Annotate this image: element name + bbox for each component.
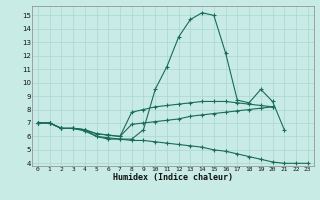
X-axis label: Humidex (Indice chaleur): Humidex (Indice chaleur): [113, 173, 233, 182]
